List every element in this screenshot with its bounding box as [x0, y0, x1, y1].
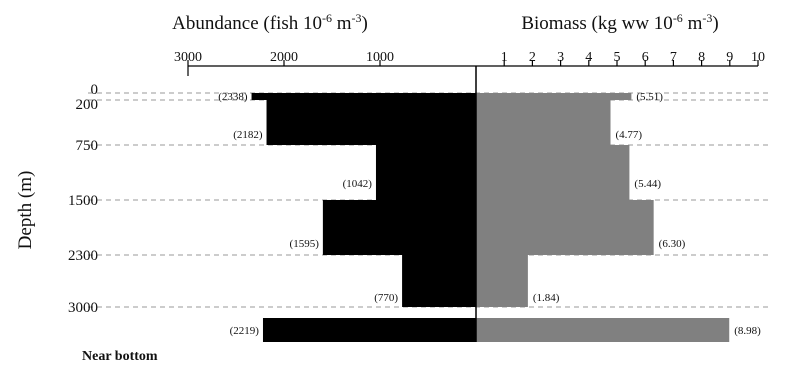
- biomass-value-label: (6.30): [659, 238, 686, 250]
- bars: [252, 93, 730, 342]
- biomass-bar: [476, 255, 528, 307]
- abundance-value-label: (770): [374, 292, 398, 304]
- biomass-bar: [476, 145, 629, 200]
- abundance-bar: [263, 318, 476, 342]
- biomass-value-label: (4.77): [616, 129, 643, 141]
- biomass-bar: [476, 93, 631, 100]
- biomass-tick-label: 5: [614, 50, 621, 65]
- abundance-tick-label: 3000: [174, 50, 202, 65]
- abundance-value-label: (1595): [290, 238, 320, 250]
- depth-tick-label: 200: [76, 97, 99, 113]
- biomass-tick-label: 8: [698, 50, 705, 65]
- abundance-value-label: (2219): [230, 325, 260, 337]
- depth-tick-label: 0: [91, 82, 99, 98]
- depth-tick-label: 3000: [68, 300, 98, 316]
- depth-tick-label: 1500: [68, 193, 98, 209]
- abundance-bar: [402, 255, 476, 307]
- biomass-value-label: (8.98): [734, 325, 761, 337]
- abundance-bar: [323, 200, 476, 255]
- abundance-bar: [252, 93, 476, 100]
- biomass-bar: [476, 200, 654, 255]
- biomass-tick-label: 10: [751, 50, 765, 65]
- biomass-value-label: (5.51): [636, 91, 663, 103]
- depth-tick-label: 750: [76, 138, 99, 154]
- abundance-value-label: (2338): [218, 91, 248, 103]
- biomass-tick-label: 2: [529, 50, 536, 65]
- abundance-bar: [376, 145, 476, 200]
- abundance-bar: [267, 100, 476, 145]
- biomass-value-label: (1.84): [533, 292, 560, 304]
- biomass-tick-label: 7: [670, 50, 677, 65]
- near-bottom-label: Near bottom: [82, 349, 158, 364]
- abundance-title: Abundance (fish 10-6 m-3): [172, 11, 368, 34]
- biomass-value-label: (5.44): [634, 178, 661, 190]
- abundance-value-label: (1042): [343, 178, 373, 190]
- biomass-title: Biomass (kg ww 10-6 m-3): [521, 11, 718, 34]
- abundance-tick-label: 2000: [270, 50, 298, 65]
- biomass-tick-label: 3: [557, 50, 564, 65]
- abundance-tick-label: 1000: [366, 50, 394, 65]
- biomass-tick-label: 6: [642, 50, 649, 65]
- y-axis-label: Depth (m): [15, 171, 36, 250]
- biomass-bar: [476, 100, 611, 145]
- abundance-value-label: (2182): [233, 129, 263, 141]
- biomass-tick-label: 9: [726, 50, 733, 65]
- biomass-tick-label: 1: [501, 50, 508, 65]
- depth-tick-label: 2300: [68, 248, 98, 264]
- biomass-bar: [476, 318, 729, 342]
- biomass-tick-label: 4: [585, 50, 592, 65]
